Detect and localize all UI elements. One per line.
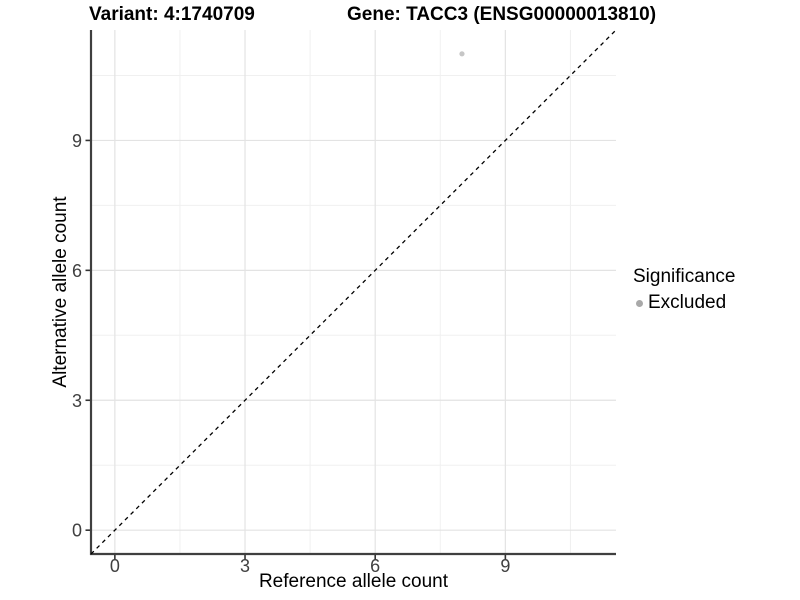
x-tick-label: 0 <box>110 556 120 576</box>
data-point-excluded <box>459 51 465 57</box>
gene-title: Gene: TACC3 (ENSG00000013810) <box>347 4 657 25</box>
legend-item-excluded: Excluded <box>633 292 735 314</box>
x-axis-label: Reference allele count <box>258 571 449 592</box>
x-tick-label: 9 <box>500 556 510 576</box>
excluded-point-swatch <box>636 299 643 307</box>
legend-item-label: Excluded <box>648 292 727 313</box>
legend: Significance Excluded <box>633 266 735 314</box>
y-tick-label: 3 <box>72 391 82 411</box>
y-tick-label: 6 <box>72 261 82 281</box>
x-tick-label: 3 <box>240 556 250 576</box>
y-tick-label: 0 <box>72 521 82 541</box>
identity-reference-line <box>90 29 617 555</box>
legend-title: Significance <box>633 266 736 287</box>
y-tick-label: 9 <box>72 131 82 151</box>
x-tick-label: 6 <box>370 556 380 576</box>
variant-title: Variant: 4:1740709 <box>89 4 255 25</box>
y-axis-label: Alternative allele count <box>50 196 71 388</box>
